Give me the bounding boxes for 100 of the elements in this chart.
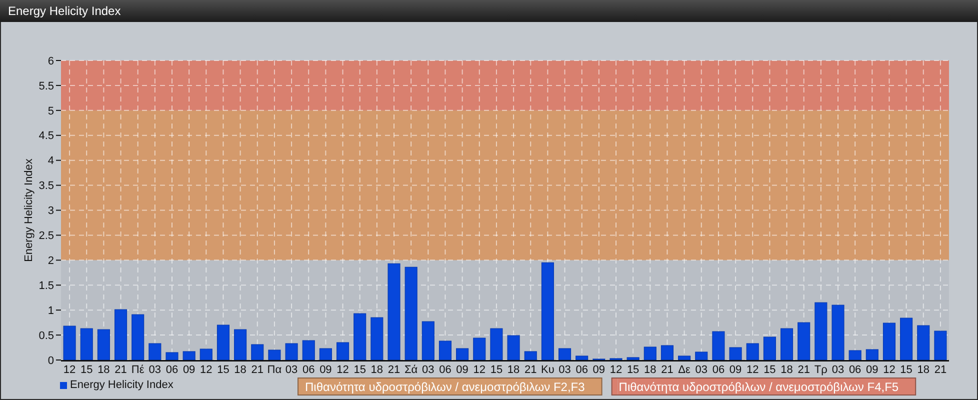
y-tick-label: 2.5 bbox=[38, 230, 54, 242]
x-tick-label: 18 bbox=[507, 364, 520, 376]
x-tick-label: Κυ bbox=[541, 364, 554, 376]
bar bbox=[370, 317, 384, 360]
bar bbox=[678, 356, 691, 360]
x-tick-label: 18 bbox=[644, 364, 656, 376]
bar bbox=[524, 351, 537, 360]
x-tick-label: 06 bbox=[848, 364, 862, 376]
x-tick-label: 06 bbox=[576, 364, 588, 376]
bar bbox=[80, 328, 93, 360]
y-tick-label: 0 bbox=[48, 354, 54, 367]
bar bbox=[644, 346, 656, 360]
x-tick-label: Πα bbox=[267, 364, 282, 376]
bar bbox=[63, 326, 76, 360]
x-tick-label: 15 bbox=[217, 364, 230, 376]
x-tick-label: 03 bbox=[148, 364, 162, 376]
x-tick-label: 15 bbox=[900, 364, 912, 376]
x-tick-label: 03 bbox=[285, 364, 298, 376]
x-tick-label: 21 bbox=[661, 364, 674, 376]
bar bbox=[97, 329, 110, 360]
bar bbox=[200, 348, 212, 360]
bar bbox=[695, 352, 708, 360]
bar bbox=[354, 313, 366, 360]
y-tick-label: 6 bbox=[48, 55, 54, 68]
x-tick-label: 21 bbox=[251, 364, 264, 376]
x-tick-label: 12 bbox=[200, 364, 212, 376]
bar bbox=[148, 343, 162, 360]
x-tick-label: 03 bbox=[558, 364, 571, 376]
x-tick-label: 09 bbox=[592, 364, 606, 376]
bar bbox=[507, 335, 520, 360]
x-tick-label: 15 bbox=[354, 364, 366, 376]
x-tick-label: Σά bbox=[404, 364, 418, 376]
y-tick-label: 4 bbox=[48, 155, 54, 168]
x-tick-label: 09 bbox=[182, 364, 196, 376]
bar bbox=[302, 340, 315, 360]
bar bbox=[712, 331, 725, 360]
bar bbox=[729, 347, 742, 360]
bar bbox=[404, 266, 418, 360]
bar bbox=[285, 343, 298, 360]
x-tick-label: 18 bbox=[98, 364, 110, 376]
bar bbox=[216, 324, 230, 360]
x-tick-label: 21 bbox=[114, 364, 127, 376]
y-tick-label: 2 bbox=[48, 255, 54, 268]
x-tick-label: Τρ bbox=[814, 364, 828, 376]
bar bbox=[388, 263, 400, 360]
bar bbox=[832, 304, 844, 360]
bar bbox=[558, 348, 572, 360]
y-tick-label: 3 bbox=[48, 205, 54, 218]
bar bbox=[251, 344, 264, 360]
bar bbox=[746, 343, 759, 360]
x-tick-label: 12 bbox=[610, 364, 622, 376]
y-tick-label: 1 bbox=[48, 304, 54, 317]
x-tick-label: 03 bbox=[695, 364, 708, 376]
x-tick-label: 09 bbox=[456, 364, 468, 376]
y-tick-label: 1.5 bbox=[38, 280, 54, 292]
bar bbox=[576, 356, 588, 360]
bar bbox=[763, 336, 776, 360]
bar bbox=[660, 345, 674, 360]
legend-label: Πιθανότητα υδροστρόβιλων / ανεμοστρόβιλων F4,F5 bbox=[618, 380, 899, 394]
y-tick-label: 5.5 bbox=[38, 80, 54, 92]
x-tick-label: 18 bbox=[780, 364, 793, 376]
y-axis-title: Energy Helicity Index bbox=[23, 158, 35, 262]
x-tick-label: 12 bbox=[336, 364, 349, 376]
x-tick-label: 03 bbox=[422, 364, 434, 376]
x-tick-label: 21 bbox=[388, 364, 400, 376]
bar bbox=[626, 357, 640, 360]
x-tick-label: 12 bbox=[473, 364, 486, 376]
x-tick-label: 18 bbox=[370, 364, 384, 376]
y-tick-label: 3.5 bbox=[38, 180, 54, 192]
x-tick-label: 15 bbox=[80, 364, 93, 376]
bar bbox=[114, 309, 128, 360]
bar bbox=[336, 342, 350, 360]
bar bbox=[934, 330, 947, 360]
x-tick-label: Δε bbox=[678, 364, 691, 376]
bar bbox=[182, 351, 196, 360]
bar bbox=[132, 314, 144, 360]
x-tick-label: 15 bbox=[764, 364, 776, 376]
x-tick-label: 12 bbox=[746, 364, 759, 376]
x-tick-label: 06 bbox=[712, 364, 725, 376]
bar bbox=[814, 302, 828, 360]
bar bbox=[490, 328, 503, 360]
y-tick-label: 4.5 bbox=[38, 130, 54, 142]
bar bbox=[422, 321, 434, 360]
y-tick-label: 0.5 bbox=[38, 330, 54, 342]
x-tick-label: 21 bbox=[524, 364, 537, 376]
bar bbox=[473, 338, 486, 360]
x-tick-label: 09 bbox=[729, 364, 742, 376]
x-tick-label: 06 bbox=[302, 364, 315, 376]
x-tick-label: 09 bbox=[866, 364, 878, 376]
x-tick-label: 03 bbox=[832, 364, 844, 376]
bar bbox=[848, 350, 862, 360]
bar bbox=[780, 328, 794, 360]
bar bbox=[882, 322, 896, 360]
bar bbox=[438, 340, 452, 360]
y-tick-label: 5 bbox=[48, 105, 54, 118]
bar bbox=[234, 329, 247, 360]
x-tick-label: 06 bbox=[166, 364, 178, 376]
x-tick-label: 18 bbox=[917, 364, 930, 376]
x-tick-label: 15 bbox=[626, 364, 640, 376]
x-tick-label: 18 bbox=[234, 364, 246, 376]
